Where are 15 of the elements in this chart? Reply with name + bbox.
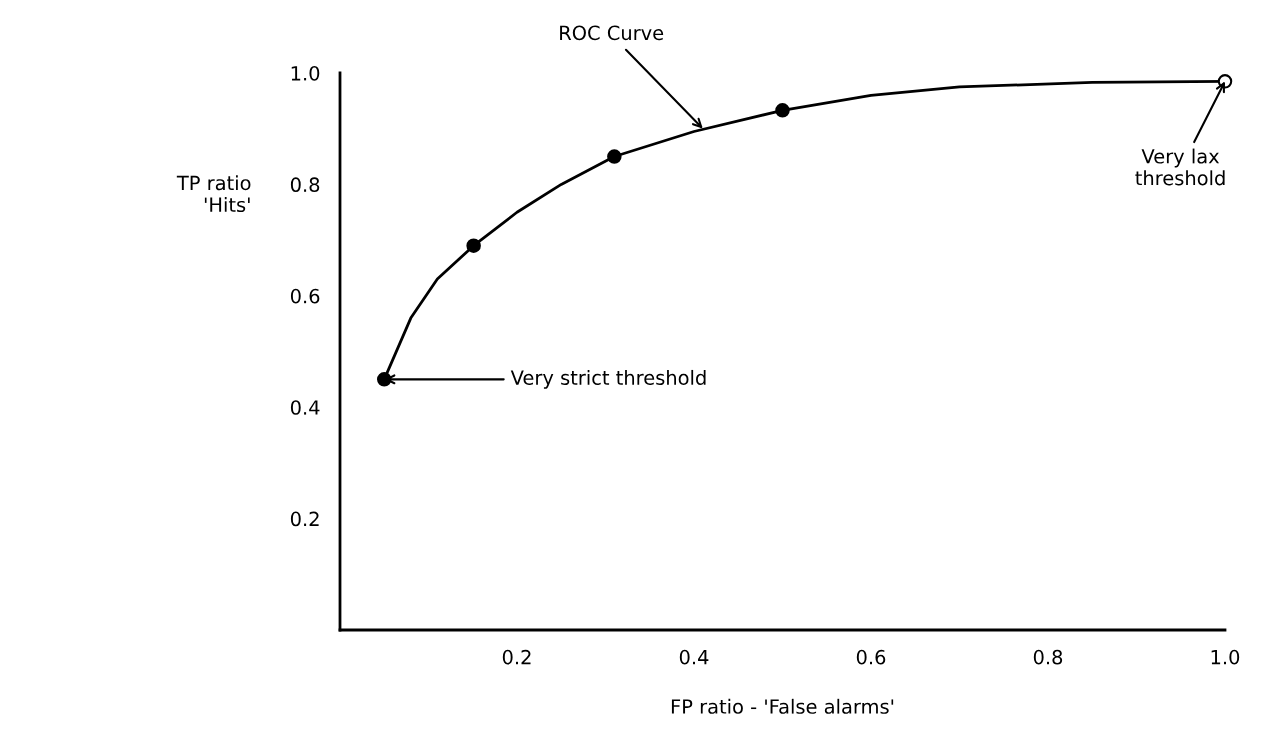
x-tick-label: 0.6 (856, 649, 886, 665)
x-tick-label: 0.8 (1033, 649, 1063, 665)
annotation: Very lax threshold (1135, 148, 1225, 186)
y-tick-label: 0.2 (290, 511, 319, 527)
x-tick-label: 0.4 (679, 649, 709, 665)
x-axis-title: FP ratio - 'False alarms' (671, 698, 894, 714)
y-tick-label: 1.0 (291, 65, 320, 81)
y-axis-title: TP ratio 'Hits' (176, 175, 251, 213)
y-tick-label: 0.4 (290, 400, 320, 415)
x-tick-label: 0.2 (502, 649, 531, 665)
y-tick-label: 0.8 (290, 177, 320, 193)
annotation: Very strict threshold (510, 369, 706, 389)
annotation: ROC Curve (560, 25, 664, 41)
x-tick-label: 1.0 (1211, 649, 1240, 665)
y-tick-label: 0.6 (290, 288, 320, 304)
